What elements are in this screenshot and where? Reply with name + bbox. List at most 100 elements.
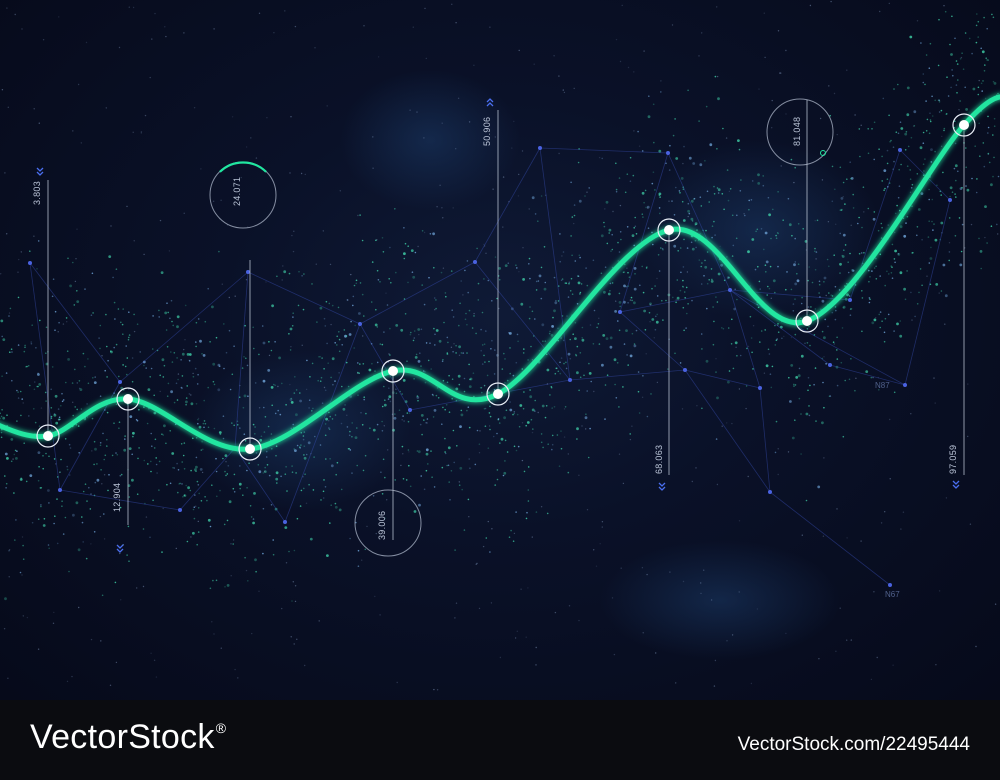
particle [976,13,978,15]
particle [581,338,585,342]
particle [496,297,498,300]
star [700,592,702,595]
particle [774,291,776,294]
particle [286,490,288,492]
particle [800,453,802,455]
particle [402,478,405,480]
network-edge [667,152,731,291]
particle [206,499,208,502]
particle [204,320,207,323]
particle [509,332,512,335]
particle [748,199,750,202]
particle [99,395,102,398]
particle [254,382,257,384]
particle [0,436,3,439]
particle [224,586,226,588]
particle [527,489,530,491]
particle [371,362,373,365]
particle [880,237,883,239]
particle [432,416,435,418]
particle [61,505,63,508]
particle [815,251,818,253]
particle [338,508,342,512]
particle [686,312,688,315]
particle [217,388,221,392]
particle [133,313,135,316]
particle [389,246,391,249]
particle [338,350,341,353]
particle [186,353,190,356]
star [0,273,2,275]
particle [458,383,461,386]
star [508,201,510,203]
particle [33,388,36,391]
particle [851,269,853,271]
data-point [802,316,812,326]
star [643,50,645,52]
particle [875,278,878,280]
star [735,346,737,348]
particle [247,580,249,582]
particle [349,395,352,398]
particle [145,367,147,369]
particle [899,334,903,338]
particle [949,186,953,190]
star [537,411,539,414]
particle [965,166,967,169]
particle [791,234,793,237]
particle [412,275,416,279]
particle [487,447,490,450]
particle [407,245,410,247]
particle [980,267,982,270]
star [821,179,824,181]
particle [797,223,800,225]
star [567,453,569,455]
particle [897,196,900,199]
particle [323,479,325,481]
star [771,127,773,129]
particle [899,225,903,229]
particle [38,466,40,468]
particle [607,292,611,296]
star [819,117,822,120]
star [212,200,215,202]
star [561,255,563,257]
particle [1,409,3,411]
star [823,356,825,358]
particle [557,339,559,342]
particle [557,327,559,330]
particle [733,307,737,311]
star [289,172,291,174]
particle [270,433,273,435]
particle [292,316,294,318]
particle [239,427,241,429]
particle [868,280,870,283]
particle [715,438,718,440]
particle [498,278,501,281]
particle [519,404,523,407]
particle [477,282,480,285]
particle [526,421,530,424]
particle [768,353,771,355]
particle [705,359,709,363]
particle [132,435,134,438]
particle [587,456,590,459]
particle [813,383,815,386]
particle [153,394,155,397]
particle [302,435,305,437]
particle [74,368,76,371]
particle [534,318,536,320]
particle [204,496,206,498]
particle [834,188,836,191]
particle [9,351,11,354]
particle [48,455,50,458]
particle [800,317,802,320]
network-edge [234,271,249,449]
star [234,668,236,671]
particle [550,333,554,337]
network-node [618,310,622,314]
particle [685,286,688,289]
particle [131,453,133,456]
particle [678,190,681,192]
particle [299,392,301,394]
